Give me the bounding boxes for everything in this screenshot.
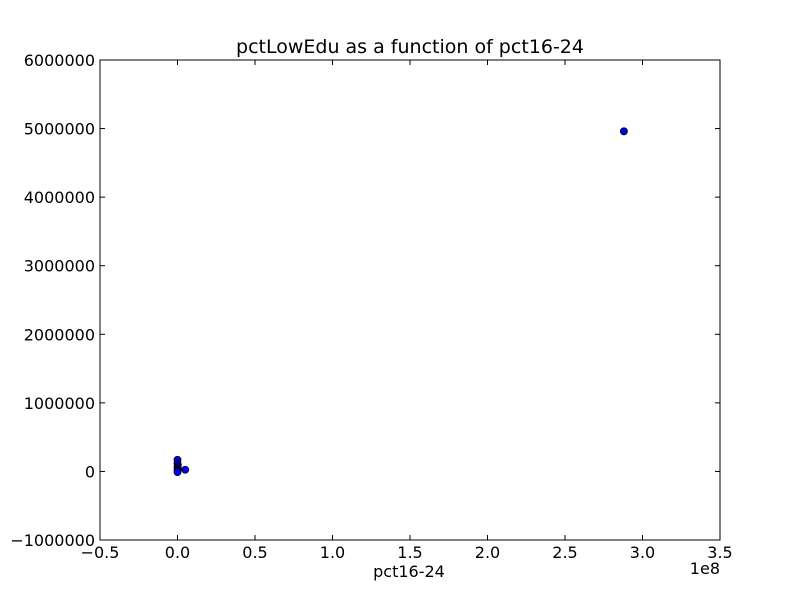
scatter-point xyxy=(620,127,628,136)
x-axis-offset-text: 1e8 xyxy=(690,559,720,578)
x-tick-label: 2.5 xyxy=(552,543,577,562)
y-tick-label: 2000000 xyxy=(24,325,95,344)
y-tick-label: 4000000 xyxy=(24,188,95,207)
scatter-point xyxy=(173,468,182,477)
y-axis: −1000000 0 1000000 2000000 3000000 4000000 500… xyxy=(10,51,720,550)
x-tick-label: −0.5 xyxy=(81,543,120,562)
y-tick-label: −1000000 xyxy=(10,531,95,550)
x-tick-label: 3.5 xyxy=(707,543,732,562)
points-layer xyxy=(173,127,628,477)
x-tick-label: 0.0 xyxy=(165,543,190,562)
chart-title: pctLowEdu as a function of pct16-24 xyxy=(236,36,584,58)
x-axis: −0.5 0.0 0.5 1.0 1.5 2.0 2.5 3.0 3.5 xyxy=(81,60,733,562)
x-axis-label: pct16-24 xyxy=(373,562,445,581)
y-tick-label: 3000000 xyxy=(24,257,95,276)
x-tick-label: 0.5 xyxy=(242,543,267,562)
x-tick-label: 1.5 xyxy=(397,543,422,562)
y-tick-label: 6000000 xyxy=(24,51,95,70)
x-tick-label: 3.0 xyxy=(630,543,655,562)
y-tick-label: 0 xyxy=(85,462,95,481)
y-tick-label: 5000000 xyxy=(24,120,95,139)
scatter-point xyxy=(181,465,190,474)
x-tick-label: 1.0 xyxy=(320,543,345,562)
y-tick-label: 1000000 xyxy=(24,394,95,413)
x-tick-label: 2.0 xyxy=(475,543,500,562)
